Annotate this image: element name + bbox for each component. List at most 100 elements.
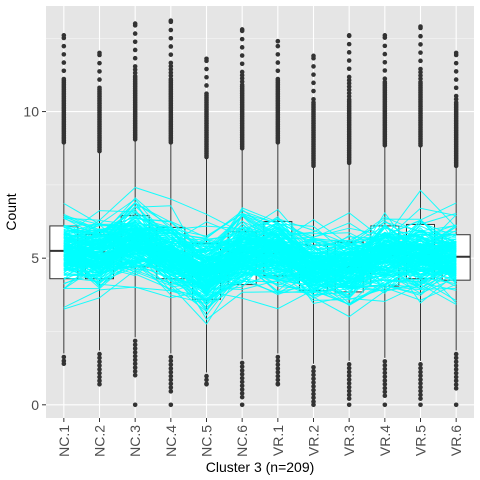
outlier-point xyxy=(418,365,423,371)
x-tick-label: VR.6 xyxy=(448,425,464,456)
outlier-point xyxy=(132,365,138,370)
y-tick-label: 5 xyxy=(31,250,39,266)
outlier-point xyxy=(382,68,388,73)
outlier-point xyxy=(239,72,245,78)
outlier-point xyxy=(311,364,316,370)
outlier-point xyxy=(346,58,352,63)
outlier-point xyxy=(418,66,423,72)
outlier-point xyxy=(311,387,316,393)
plot-panel xyxy=(46,6,474,418)
outlier-point xyxy=(453,100,459,105)
outlier-point xyxy=(97,370,102,376)
outlier-point xyxy=(311,372,316,378)
outlier-point xyxy=(453,96,459,102)
outlier-point xyxy=(168,402,174,408)
outlier-point xyxy=(275,369,281,375)
y-tick-label: 10 xyxy=(23,104,39,120)
outlier-point xyxy=(97,69,102,74)
outlier-point xyxy=(239,372,245,377)
outlier-point xyxy=(418,392,423,398)
outlier-point xyxy=(382,43,388,49)
outlier-point xyxy=(275,377,281,383)
outlier-point xyxy=(168,389,174,394)
outlier-point xyxy=(239,391,245,396)
outlier-point xyxy=(346,81,352,86)
outlier-point xyxy=(382,389,388,395)
outlier-point xyxy=(132,31,138,36)
outlier-point xyxy=(311,80,316,86)
outlier-point xyxy=(97,363,102,368)
outlier-point xyxy=(346,362,352,367)
outlier-point xyxy=(418,402,423,408)
outlier-point xyxy=(453,402,459,408)
outlier-point xyxy=(418,76,423,82)
profile-line xyxy=(63,214,457,280)
x-tick-label: NC.1 xyxy=(56,425,72,457)
outlier-point xyxy=(382,402,388,408)
outlier-point xyxy=(204,83,209,88)
outlier-point xyxy=(418,384,423,390)
x-tick-label: VR.4 xyxy=(377,425,393,456)
profile-line xyxy=(63,203,457,255)
outlier-point xyxy=(311,64,316,69)
outlier-point xyxy=(239,360,245,366)
outlier-point xyxy=(453,363,459,368)
outlier-point xyxy=(97,359,102,364)
outlier-point xyxy=(418,396,423,401)
outlier-point xyxy=(453,378,459,384)
outlier-point xyxy=(418,79,423,85)
outlier-point xyxy=(275,358,281,364)
outlier-point xyxy=(204,56,209,62)
outlier-point xyxy=(382,378,388,383)
outlier-point xyxy=(346,87,352,93)
outlier-point xyxy=(311,376,316,382)
outlier-point xyxy=(453,85,459,91)
outlier-point xyxy=(311,384,316,389)
outlier-point xyxy=(453,77,459,82)
profile-line xyxy=(63,236,457,278)
outlier-point xyxy=(346,90,352,96)
outlier-point xyxy=(453,382,459,387)
outlier-point xyxy=(132,346,138,351)
outlier-point xyxy=(97,374,102,380)
outlier-point xyxy=(453,359,459,364)
minor-gridlines xyxy=(46,37,474,332)
outlier-point xyxy=(275,381,281,387)
outlier-point xyxy=(346,50,352,55)
outlier-point xyxy=(168,385,174,390)
outlier-point xyxy=(204,381,209,387)
outlier-point xyxy=(382,393,388,399)
outlier-point xyxy=(346,84,352,89)
outlier-point xyxy=(418,377,423,382)
outlier-point xyxy=(239,394,245,400)
profile-lines xyxy=(63,186,457,325)
outlier-point xyxy=(382,374,388,379)
outlier-point xyxy=(382,359,388,364)
outlier-point xyxy=(239,375,245,381)
outlier-point xyxy=(168,381,174,386)
outlier-points xyxy=(61,18,459,408)
outlier-point xyxy=(61,361,67,367)
outlier-point xyxy=(418,58,423,64)
y-axis-title: Count xyxy=(3,193,19,230)
outlier-point xyxy=(346,94,352,99)
outlier-point xyxy=(239,383,245,389)
outlier-point xyxy=(61,354,67,360)
outlier-point xyxy=(418,369,423,375)
outlier-point xyxy=(204,66,209,72)
outlier-point xyxy=(346,365,352,371)
outlier-point xyxy=(97,367,102,372)
whiskers xyxy=(63,140,457,373)
outlier-point xyxy=(453,50,459,56)
outlier-point xyxy=(168,358,174,364)
outlier-point xyxy=(168,67,174,72)
outlier-point xyxy=(168,35,174,41)
outlier-point xyxy=(311,395,316,401)
outlier-point xyxy=(132,350,138,355)
x-tick-label: NC.2 xyxy=(92,425,108,457)
profile-line xyxy=(63,268,457,310)
outlier-point xyxy=(275,354,281,360)
outlier-point xyxy=(275,76,281,82)
outlier-point xyxy=(132,47,138,53)
x-tick-label: NC.3 xyxy=(127,425,143,457)
